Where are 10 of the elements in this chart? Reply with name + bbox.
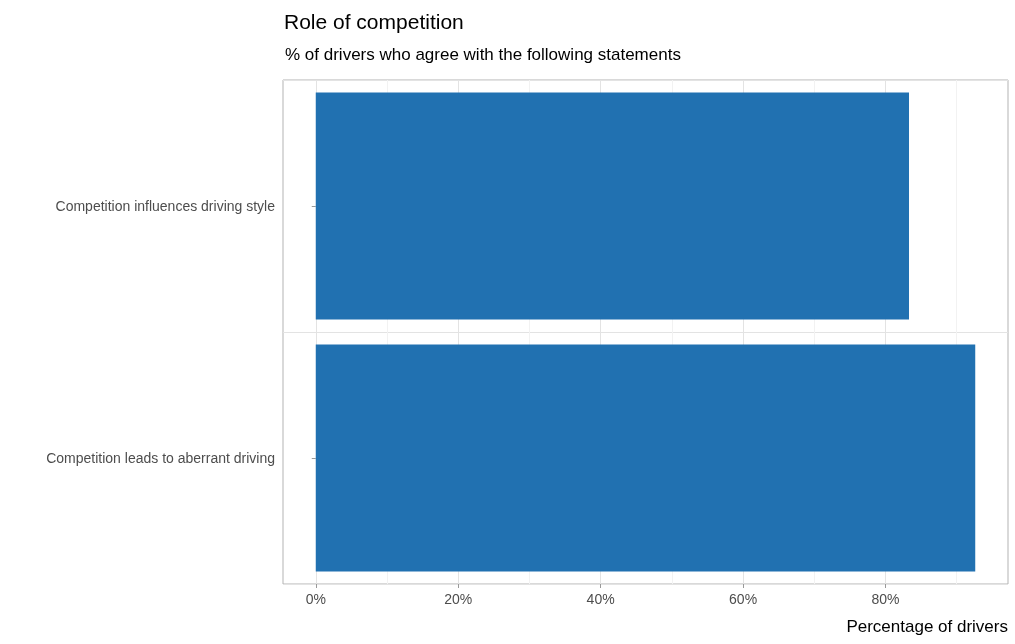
x-axis-title: Percentage of drivers (846, 617, 1008, 636)
x-tick-label: 20% (444, 591, 473, 607)
y-tick-label: Competition leads to aberrant driving (46, 450, 275, 466)
x-tick-label: 60% (729, 591, 758, 607)
x-tick-label: 80% (871, 591, 900, 607)
chart-subtitle: % of drivers who agree with the following statements (285, 45, 681, 64)
x-tick-label: 0% (305, 591, 326, 607)
x-tick-label: 40% (586, 591, 615, 607)
chart-title: Role of competition (284, 10, 464, 33)
y-tick-label: Competition influences driving style (55, 198, 276, 214)
